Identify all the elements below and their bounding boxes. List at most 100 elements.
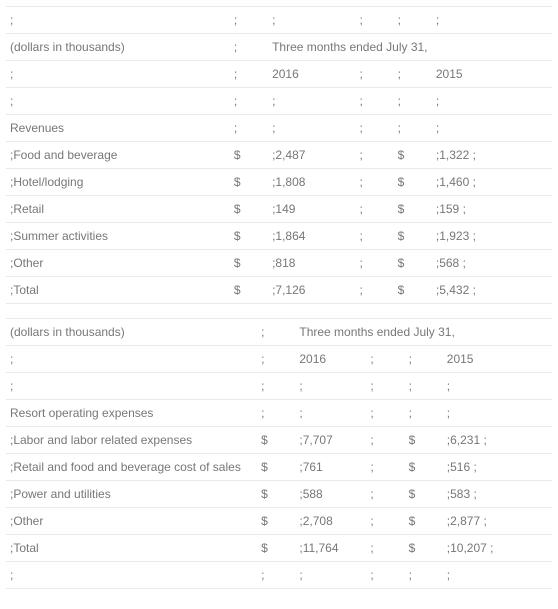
cell: ; bbox=[355, 277, 393, 304]
currency-cell: $ bbox=[230, 277, 268, 304]
value-a: ;149 bbox=[268, 196, 355, 223]
cell: ; bbox=[268, 88, 355, 115]
table-row: ;Summer activities $ ;1,864 ; $ ;1,923 ; bbox=[6, 223, 552, 250]
cell: ; bbox=[366, 427, 404, 454]
table-row: ;Food and beverage $ ;2,487 ; $ ;1,322 ; bbox=[6, 142, 552, 169]
cell: ; bbox=[355, 88, 393, 115]
cell: ; bbox=[432, 88, 552, 115]
cell: ; bbox=[230, 88, 268, 115]
t1-row-blank-top: ; ; ; ; ; ; bbox=[6, 7, 552, 34]
t2-row-section: Resort operating expenses ; ; ; ; ; bbox=[6, 400, 552, 427]
cell: ; bbox=[405, 373, 443, 400]
row-label: ;Retail and food and beverage cost of sa… bbox=[6, 454, 257, 481]
cell: ; bbox=[6, 562, 257, 589]
currency-cell: $ bbox=[257, 508, 295, 535]
cell: ; bbox=[257, 319, 295, 346]
currency-cell: $ bbox=[394, 169, 432, 196]
t2-row-blank-bottom: ; ; ; ; ; ; bbox=[6, 562, 552, 589]
cell: ; bbox=[295, 562, 366, 589]
cell: ; bbox=[6, 88, 230, 115]
cell: ; bbox=[443, 562, 552, 589]
expenses-table: (dollars in thousands) ; Three months en… bbox=[6, 318, 552, 589]
cell: ; bbox=[394, 7, 432, 34]
value-a: ;11,764 bbox=[295, 535, 366, 562]
value-a: ;818 bbox=[268, 250, 355, 277]
currency-cell: $ bbox=[257, 454, 295, 481]
cell: ; bbox=[366, 346, 404, 373]
revenues-table: ; ; ; ; ; ; (dollars in thousands) ; Thr… bbox=[6, 6, 552, 304]
cell: ; bbox=[268, 7, 355, 34]
section-heading: Revenues bbox=[6, 115, 230, 142]
currency-cell: $ bbox=[257, 535, 295, 562]
cell: ; bbox=[366, 535, 404, 562]
table-row: ;Retail $ ;149 ; $ ;159 ; bbox=[6, 196, 552, 223]
cell: ; bbox=[6, 373, 257, 400]
row-label: ;Other bbox=[6, 508, 257, 535]
row-label: ;Total bbox=[6, 535, 257, 562]
cell: ; bbox=[443, 400, 552, 427]
year-b: 2015 bbox=[432, 61, 552, 88]
value-b: ;1,460 ; bbox=[432, 169, 552, 196]
cell: ; bbox=[355, 61, 393, 88]
table-row: ;Retail and food and beverage cost of sa… bbox=[6, 454, 552, 481]
currency-cell: $ bbox=[230, 223, 268, 250]
cell: ; bbox=[6, 346, 257, 373]
table-row: ;Power and utilities $ ;588 ; $ ;583 ; bbox=[6, 481, 552, 508]
value-a: ;1,864 bbox=[268, 223, 355, 250]
currency-cell: $ bbox=[405, 427, 443, 454]
year-a: 2016 bbox=[295, 346, 366, 373]
row-label: ;Food and beverage bbox=[6, 142, 230, 169]
cell: ; bbox=[268, 115, 355, 142]
value-b: ;516 ; bbox=[443, 454, 552, 481]
row-label: ;Labor and labor related expenses bbox=[6, 427, 257, 454]
value-b: ;159 ; bbox=[432, 196, 552, 223]
table-row: ;Hotel/lodging $ ;1,808 ; $ ;1,460 ; bbox=[6, 169, 552, 196]
cell: ; bbox=[366, 400, 404, 427]
cell: ; bbox=[366, 508, 404, 535]
value-a: ;7,707 bbox=[295, 427, 366, 454]
cell: ; bbox=[355, 169, 393, 196]
cell: ; bbox=[443, 373, 552, 400]
value-a: ;588 bbox=[295, 481, 366, 508]
currency-cell: $ bbox=[405, 481, 443, 508]
cell: ; bbox=[366, 481, 404, 508]
cell: ; bbox=[432, 115, 552, 142]
currency-cell: $ bbox=[257, 481, 295, 508]
row-label: ;Summer activities bbox=[6, 223, 230, 250]
t2-row-years: ; ; 2016 ; ; 2015 bbox=[6, 346, 552, 373]
table-row: ;Total $ ;7,126 ; $ ;5,432 ; bbox=[6, 277, 552, 304]
currency-cell: $ bbox=[230, 142, 268, 169]
cell: ; bbox=[355, 223, 393, 250]
cell: ; bbox=[257, 373, 295, 400]
cell: ; bbox=[230, 7, 268, 34]
cell: ; bbox=[405, 562, 443, 589]
value-b: ;10,207 ; bbox=[443, 535, 552, 562]
cell: ; bbox=[394, 115, 432, 142]
value-b: ;1,322 ; bbox=[432, 142, 552, 169]
value-a: ;2,487 bbox=[268, 142, 355, 169]
year-a: 2016 bbox=[268, 61, 355, 88]
row-label: ;Retail bbox=[6, 196, 230, 223]
value-b: ;583 ; bbox=[443, 481, 552, 508]
page-root: ; ; ; ; ; ; (dollars in thousands) ; Thr… bbox=[0, 0, 558, 609]
t1-row-section: Revenues ; ; ; ; ; bbox=[6, 115, 552, 142]
cell: ; bbox=[432, 7, 552, 34]
cell: ; bbox=[6, 7, 230, 34]
section-heading: Resort operating expenses bbox=[6, 400, 257, 427]
currency-cell: $ bbox=[394, 142, 432, 169]
cell: ; bbox=[230, 115, 268, 142]
currency-cell: $ bbox=[405, 454, 443, 481]
t2-row-headernote: (dollars in thousands) ; Three months en… bbox=[6, 319, 552, 346]
value-b: ;568 ; bbox=[432, 250, 552, 277]
table-row: ;Total $ ;11,764 ; $ ;10,207 ; bbox=[6, 535, 552, 562]
currency-cell: $ bbox=[230, 196, 268, 223]
t1-row-headernote: (dollars in thousands) ; Three months en… bbox=[6, 34, 552, 61]
cell: ; bbox=[257, 346, 295, 373]
t1-row-blank-mid: ; ; ; ; ; ; bbox=[6, 88, 552, 115]
value-a: ;7,126 bbox=[268, 277, 355, 304]
currency-cell: $ bbox=[394, 196, 432, 223]
cell: ; bbox=[405, 400, 443, 427]
cell: ; bbox=[355, 7, 393, 34]
period-label: Three months ended July 31, bbox=[295, 319, 552, 346]
currency-cell: $ bbox=[394, 223, 432, 250]
